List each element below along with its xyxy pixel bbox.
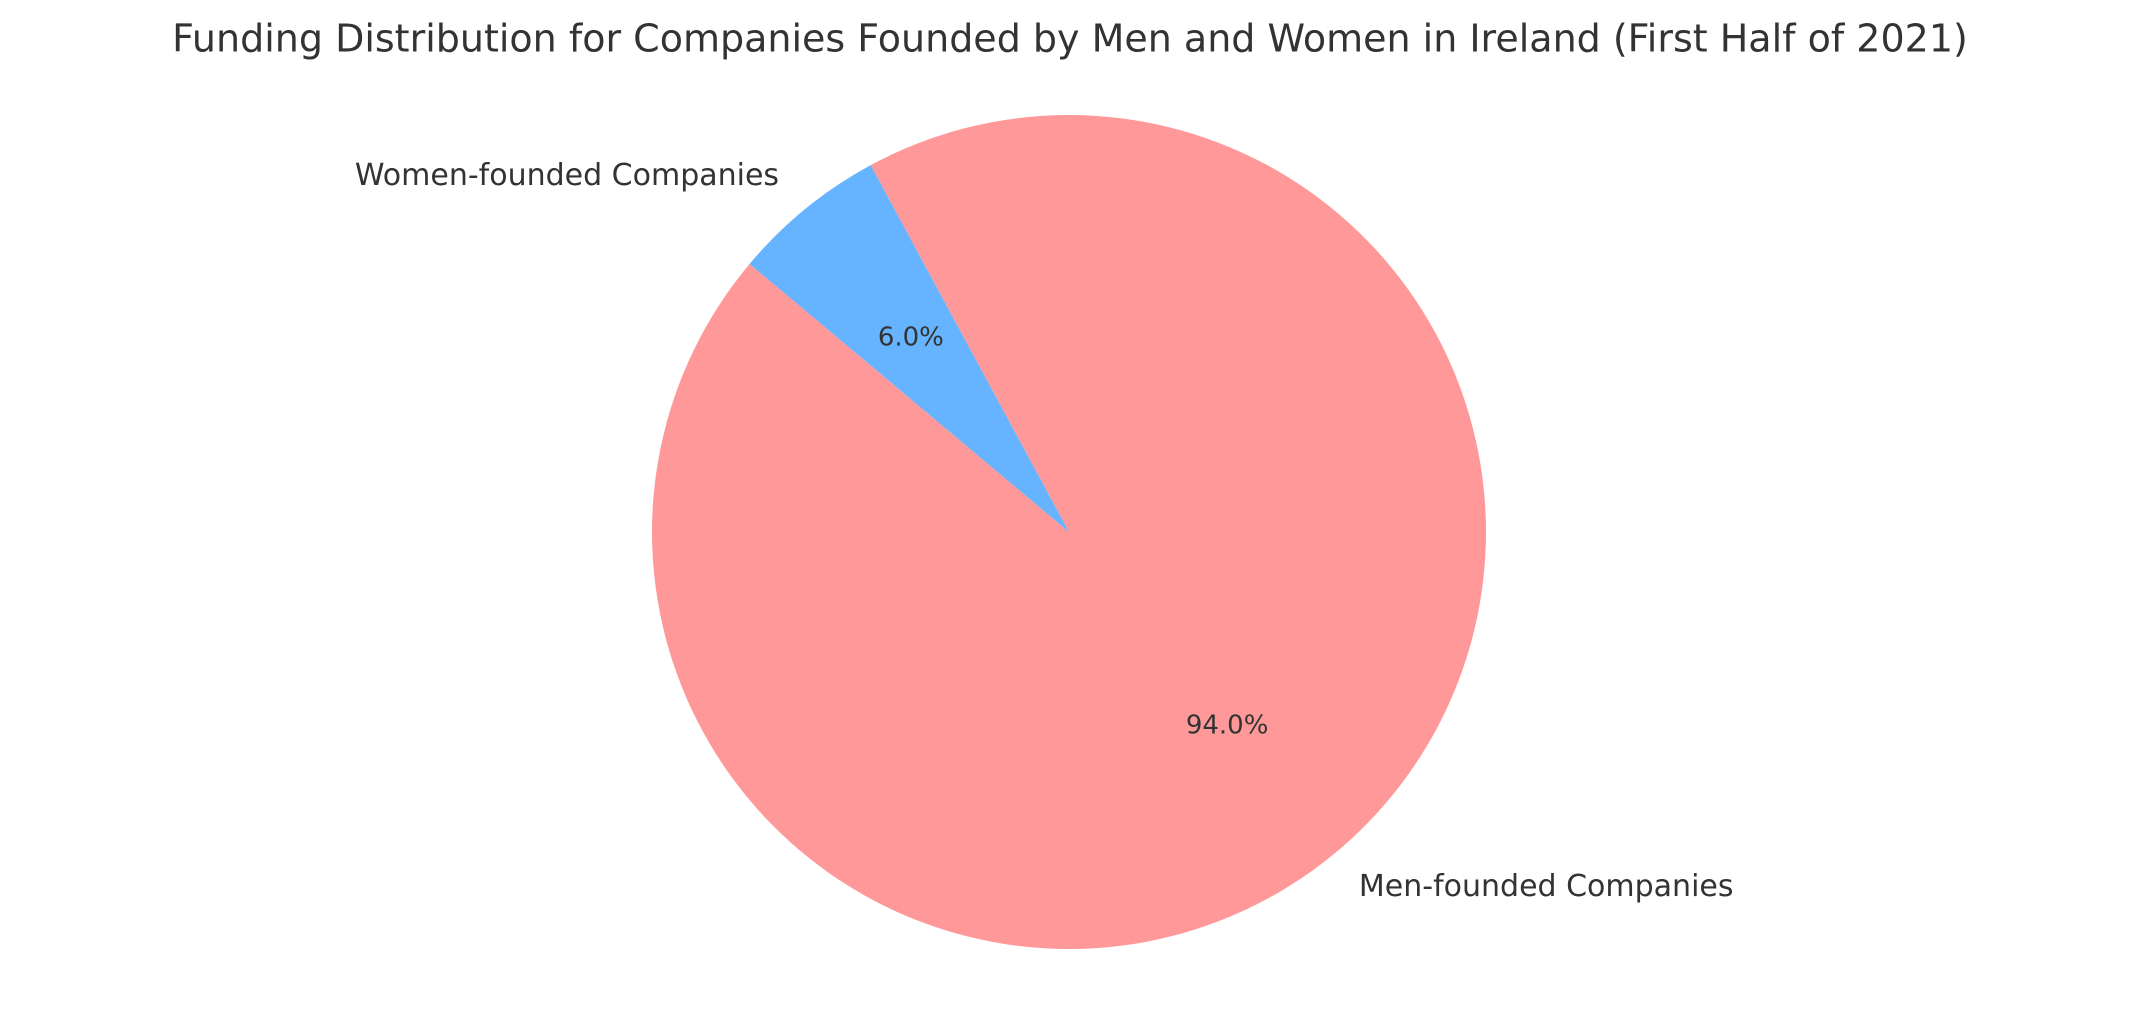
chart-title: Funding Distribution for Companies Found… <box>172 17 1968 61</box>
value-label: 6.0% <box>878 323 944 353</box>
pie-slice <box>749 165 1069 533</box>
slice-label: Women-founded Companies <box>355 158 779 193</box>
slice-label: Men-founded Companies <box>1359 869 1734 904</box>
value-label: 94.0% <box>1186 710 1269 740</box>
